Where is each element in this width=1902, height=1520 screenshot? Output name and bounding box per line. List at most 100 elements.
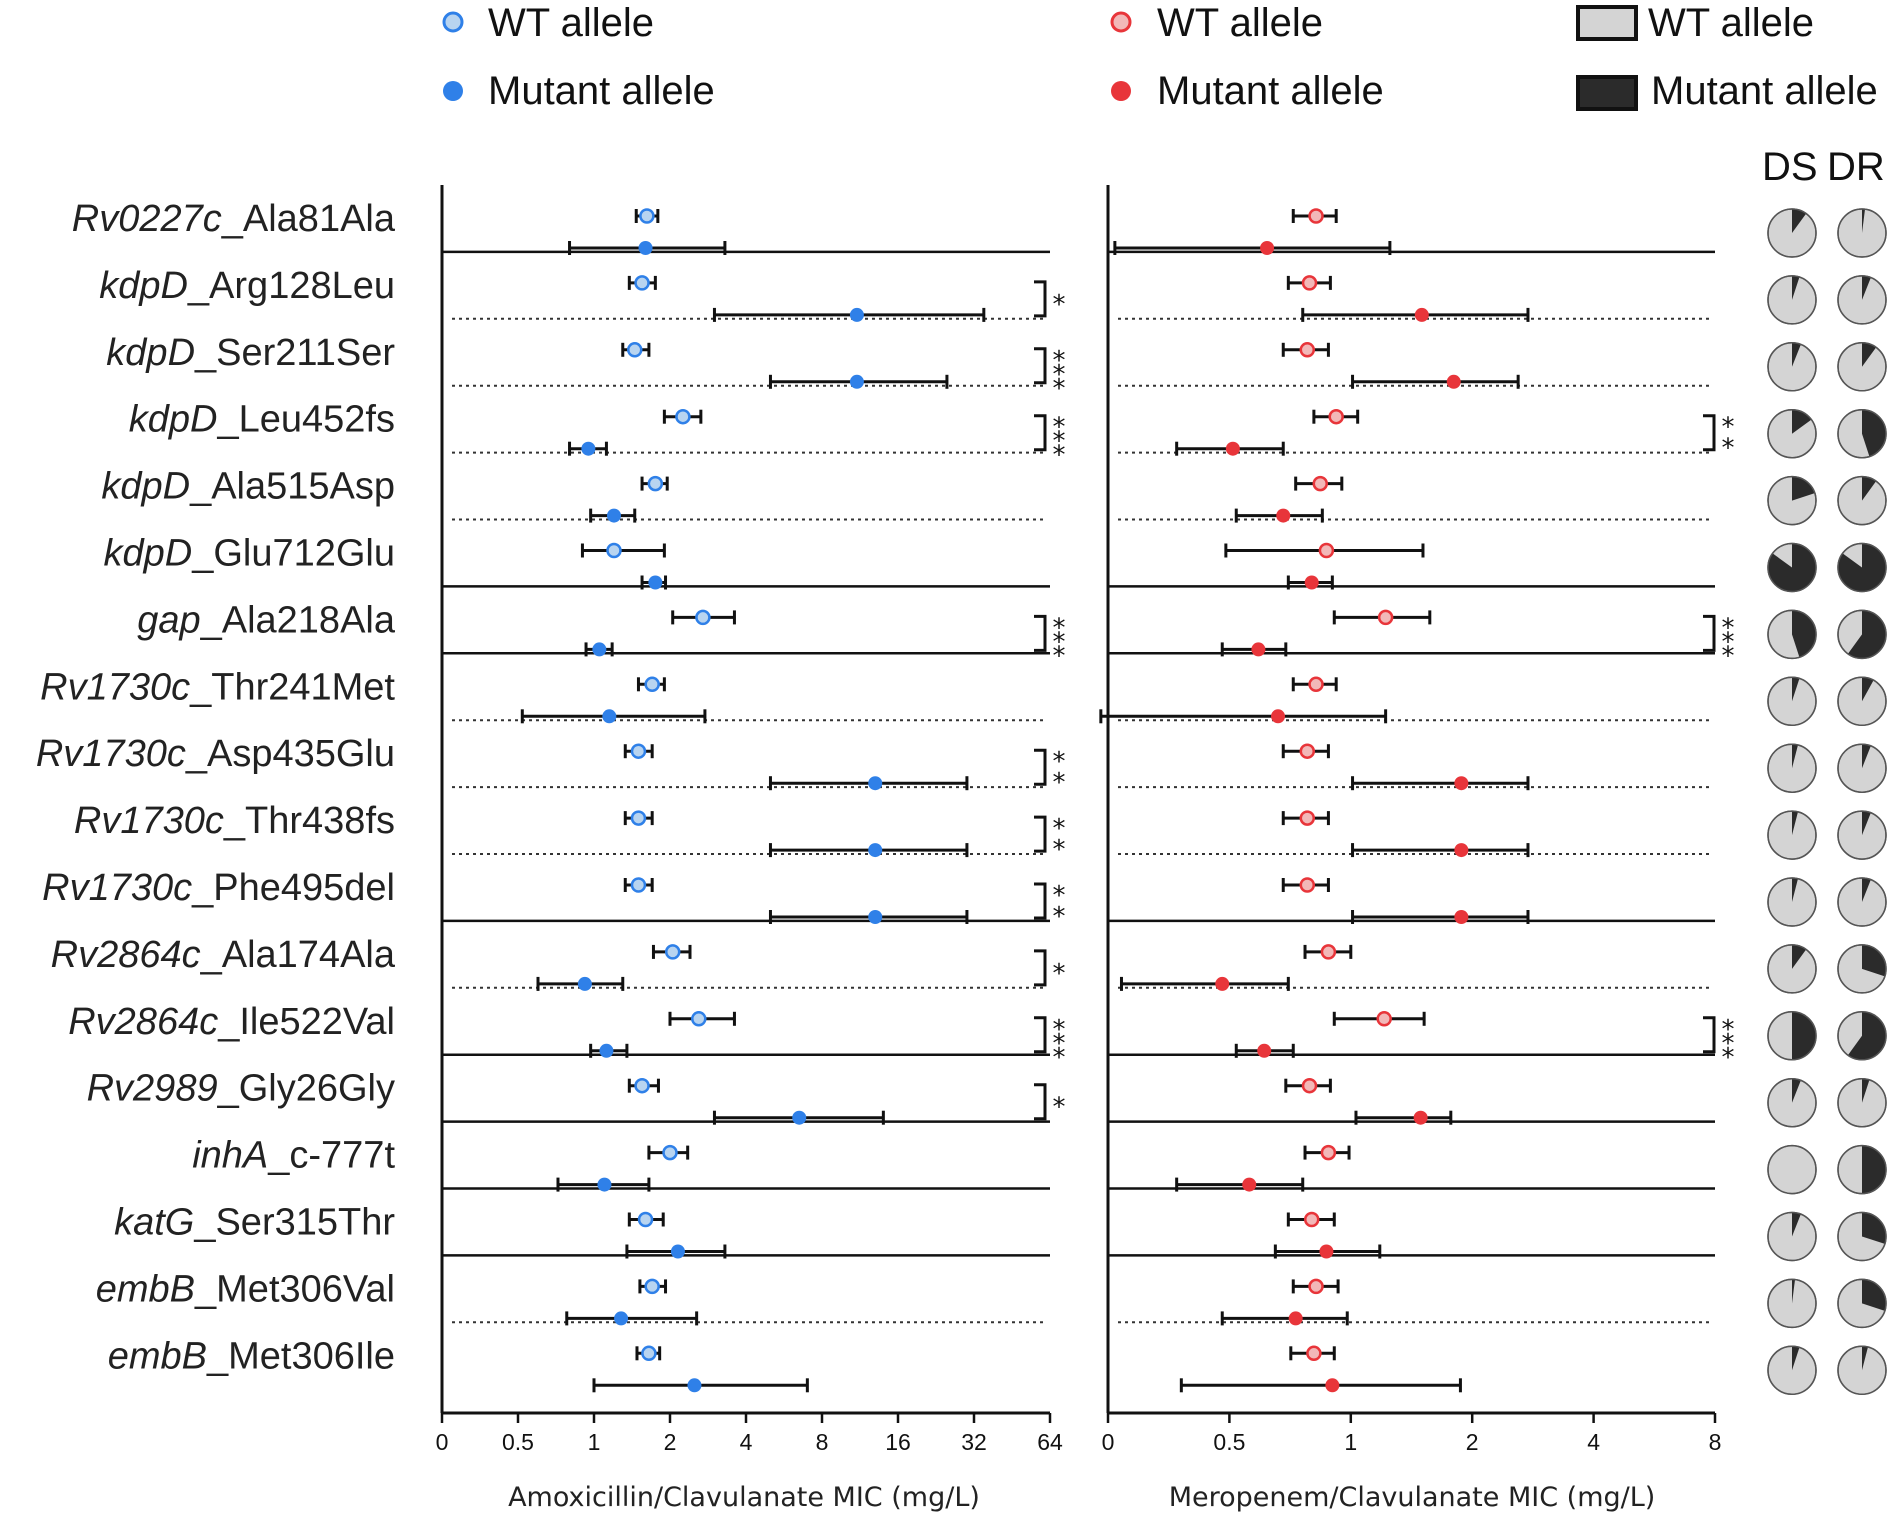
pie-outline bbox=[1837, 208, 1887, 258]
pie-outline bbox=[1837, 609, 1887, 660]
significance-star: * bbox=[1053, 881, 1066, 911]
wt-point bbox=[1299, 342, 1316, 358]
row-label-variant: _c-777t bbox=[267, 1135, 395, 1177]
mutant-point bbox=[597, 1177, 612, 1192]
pie-outline bbox=[1837, 1077, 1887, 1128]
pie-outline bbox=[1837, 810, 1887, 860]
pie-mutant-slice bbox=[1862, 1145, 1886, 1194]
pie-outline bbox=[1837, 542, 1887, 593]
pie-mutant-slice bbox=[1847, 1011, 1886, 1060]
row-label: kdpD_Ala515Asp bbox=[101, 466, 395, 508]
pie-outline bbox=[1767, 275, 1817, 325]
row-label-variant: _Phe495del bbox=[191, 867, 395, 909]
wt-point bbox=[1299, 810, 1316, 826]
row-label-gene: gap bbox=[137, 599, 200, 641]
row-label-gene: katG bbox=[114, 1202, 194, 1244]
row-label: kdpD_Arg128Leu bbox=[99, 265, 395, 307]
wt-point bbox=[637, 1211, 654, 1228]
wt-point bbox=[630, 810, 647, 826]
pie-mutant-slice bbox=[1862, 1078, 1870, 1103]
pie-header-ds: DS bbox=[1762, 145, 1818, 189]
mutant-point bbox=[868, 776, 883, 791]
significance-star: * bbox=[1053, 1043, 1066, 1073]
wt-point bbox=[644, 1278, 660, 1295]
significance-star: * bbox=[1722, 413, 1735, 443]
row-label-gene: embB bbox=[96, 1268, 195, 1310]
pie-header-dr: DR bbox=[1827, 145, 1885, 189]
mutant-point bbox=[1325, 1378, 1340, 1393]
pie-outline bbox=[1767, 676, 1817, 727]
pie-mutant-slice bbox=[1862, 1279, 1886, 1311]
mer-x-axis-title: Meropenem/Clavulanate MIC (mg/L) bbox=[1169, 1482, 1656, 1513]
row-label-gene: Rv0227c bbox=[72, 198, 222, 240]
mutant-point bbox=[1319, 1244, 1334, 1259]
row-label-variant: _Ala81Ala bbox=[221, 198, 396, 240]
x-tick-label: 4 bbox=[1587, 1429, 1600, 1455]
significance-star: * bbox=[1722, 627, 1735, 657]
wt-point bbox=[639, 208, 655, 224]
legend-pie: WT allele Mutant allele bbox=[1576, 1, 1878, 113]
row-label: embB_Met306Ile bbox=[108, 1335, 395, 1377]
significance-bracket bbox=[1034, 748, 1047, 786]
pie-outline bbox=[1837, 475, 1887, 526]
significance-star: * bbox=[1722, 434, 1735, 464]
pie-outline bbox=[1767, 1144, 1817, 1195]
wt-point bbox=[641, 1345, 657, 1362]
significance-star: * bbox=[1053, 902, 1066, 932]
row-label-variant: _Arg128Leu bbox=[187, 265, 395, 307]
mutant-point bbox=[1413, 1110, 1428, 1125]
significance-bracket bbox=[1034, 280, 1047, 318]
wt-point bbox=[1299, 743, 1316, 759]
mutant-point bbox=[1251, 642, 1266, 657]
mutant-point bbox=[1276, 508, 1291, 523]
mutant-point bbox=[849, 307, 864, 322]
pie-mutant-slice bbox=[1792, 275, 1800, 300]
mutant-point bbox=[1454, 776, 1469, 791]
pie-outline bbox=[1837, 1011, 1887, 1061]
wt-point bbox=[675, 408, 691, 425]
significance-star: * bbox=[1053, 835, 1066, 865]
pie-outline bbox=[1837, 676, 1887, 727]
pie-outline bbox=[1767, 1211, 1817, 1262]
wt-point bbox=[1306, 1345, 1322, 1362]
significance-star: * bbox=[1053, 413, 1066, 443]
pie-mutant-slice bbox=[1792, 409, 1812, 434]
row-label: Rv1730c_Thr241Met bbox=[40, 666, 395, 708]
row-label: Rv2989_Gly26Gly bbox=[87, 1068, 395, 1110]
pie-mutant-slice bbox=[1862, 1212, 1886, 1244]
mutant-point bbox=[1257, 1043, 1272, 1058]
mutant-point bbox=[687, 1378, 702, 1393]
significance-star: * bbox=[1722, 641, 1735, 671]
row-label-variant: _Ala218Ala bbox=[200, 599, 396, 641]
pie-mutant-slice bbox=[1862, 409, 1886, 457]
pie-outline bbox=[1767, 1077, 1817, 1128]
legend-pie-wt-swatch bbox=[1576, 5, 1638, 41]
row-label-variant: _Glu712Glu bbox=[191, 533, 395, 575]
significance-star: * bbox=[1053, 1029, 1066, 1059]
pie-outline bbox=[1767, 1278, 1817, 1329]
mutant-point bbox=[581, 441, 596, 456]
pie-mutant-slice bbox=[1792, 811, 1798, 836]
pie-mutant-slice bbox=[1862, 944, 1886, 977]
pie-outline bbox=[1767, 475, 1817, 526]
pie-charts bbox=[1767, 208, 1887, 1396]
mutant-point bbox=[1304, 575, 1319, 590]
pie-outline bbox=[1837, 1211, 1887, 1262]
row-label-variant: _Met306Val bbox=[194, 1268, 395, 1310]
significance-star: * bbox=[1722, 1015, 1735, 1045]
row-label-gene: kdpD bbox=[129, 399, 218, 441]
pie-outline bbox=[1767, 408, 1817, 459]
x-tick-label: 2 bbox=[664, 1429, 677, 1455]
wt-point bbox=[630, 877, 647, 893]
row-label: kdpD_Ser211Ser bbox=[106, 332, 395, 374]
mutant-point bbox=[792, 1110, 807, 1125]
wt-point bbox=[1376, 1011, 1392, 1027]
row-label-gene: kdpD bbox=[103, 533, 192, 575]
pie-mutant-slice bbox=[1862, 476, 1877, 501]
row-label: inhA_c-777t bbox=[192, 1135, 395, 1177]
pie-mutant-slice bbox=[1792, 677, 1800, 702]
wt-point bbox=[1303, 1211, 1320, 1228]
wt-point bbox=[644, 676, 660, 693]
row-label-variant: _Thr241Met bbox=[189, 666, 395, 708]
row-label: kdpD_Leu452fs bbox=[129, 399, 395, 441]
